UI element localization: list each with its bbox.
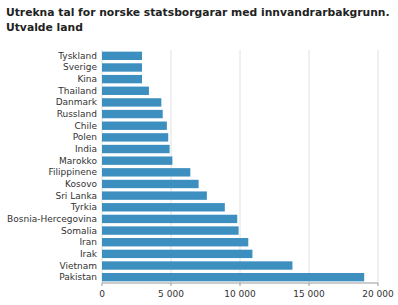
grid-line — [240, 50, 241, 283]
category-label: Irak — [80, 249, 98, 259]
bar — [102, 110, 163, 118]
chart-container: Utrekna tal for norske statsborgarar med… — [0, 0, 398, 305]
x-tick-label: 15 000 — [293, 289, 325, 299]
bar — [102, 226, 239, 234]
category-label: Somalia — [61, 226, 97, 236]
bar — [102, 168, 190, 176]
bar — [102, 75, 142, 83]
category-label: Danmark — [56, 97, 98, 107]
bar — [102, 180, 199, 188]
bar — [102, 98, 161, 106]
title: Utrekna tal for norske statsborgarar med… — [6, 6, 390, 19]
bar — [102, 156, 172, 164]
bar — [102, 63, 142, 71]
bar — [102, 133, 168, 141]
x-tick — [171, 283, 172, 286]
category-label: Thailand — [57, 86, 97, 96]
bar — [102, 203, 225, 211]
grid-line — [171, 50, 172, 283]
x-tick-label: 0 — [99, 289, 105, 299]
x-tick-label: 5 000 — [158, 289, 184, 299]
x-tick-label: 20 000 — [362, 289, 394, 299]
bar — [102, 122, 167, 130]
chart-svg: Utrekna tal for norske statsborgarar med… — [0, 0, 398, 305]
category-label: Marokko — [59, 156, 97, 166]
grid-line — [309, 50, 310, 283]
bar — [102, 238, 248, 246]
grid-line — [378, 50, 379, 283]
bar — [102, 215, 237, 223]
category-label: India — [75, 144, 97, 154]
x-tick — [378, 283, 379, 286]
bar — [102, 87, 149, 95]
category-label: Kosovo — [65, 179, 97, 189]
category-label: Tyskland — [57, 51, 97, 61]
category-label: Tyrkia — [70, 202, 97, 212]
bar — [102, 273, 364, 281]
bars — [102, 52, 364, 282]
category-label: Pakistan — [59, 272, 97, 282]
x-tick-label: 10 000 — [224, 289, 256, 299]
category-label: Bosnia-Hercegovina — [7, 214, 97, 224]
subtitle: Utvalde land — [6, 21, 83, 34]
category-label: Chile — [74, 121, 97, 131]
bar — [102, 250, 252, 258]
category-label: Russland — [57, 109, 97, 119]
category-label: Vietnam — [59, 261, 97, 271]
grid-line — [102, 50, 103, 283]
bar — [102, 191, 207, 199]
category-label: Kina — [77, 74, 97, 84]
category-label: Iran — [79, 237, 97, 247]
category-label: Filippinene — [49, 167, 98, 177]
x-axis: 0 5 000 10 000 15 000 20 000 — [99, 283, 394, 299]
bar — [102, 52, 142, 60]
bar — [102, 261, 292, 269]
bar — [102, 145, 170, 153]
x-tick — [102, 283, 103, 286]
y-axis-labels: PakistanVietnam Irak IranSomalia Bosnia-Her… — [7, 51, 98, 282]
x-tick — [309, 283, 310, 286]
category-label: Sverige — [63, 62, 97, 72]
x-tick — [240, 283, 241, 286]
category-label: Sri Lanka — [55, 191, 97, 201]
category-label: Polen — [73, 132, 97, 142]
background — [0, 0, 398, 305]
grid — [102, 50, 378, 283]
